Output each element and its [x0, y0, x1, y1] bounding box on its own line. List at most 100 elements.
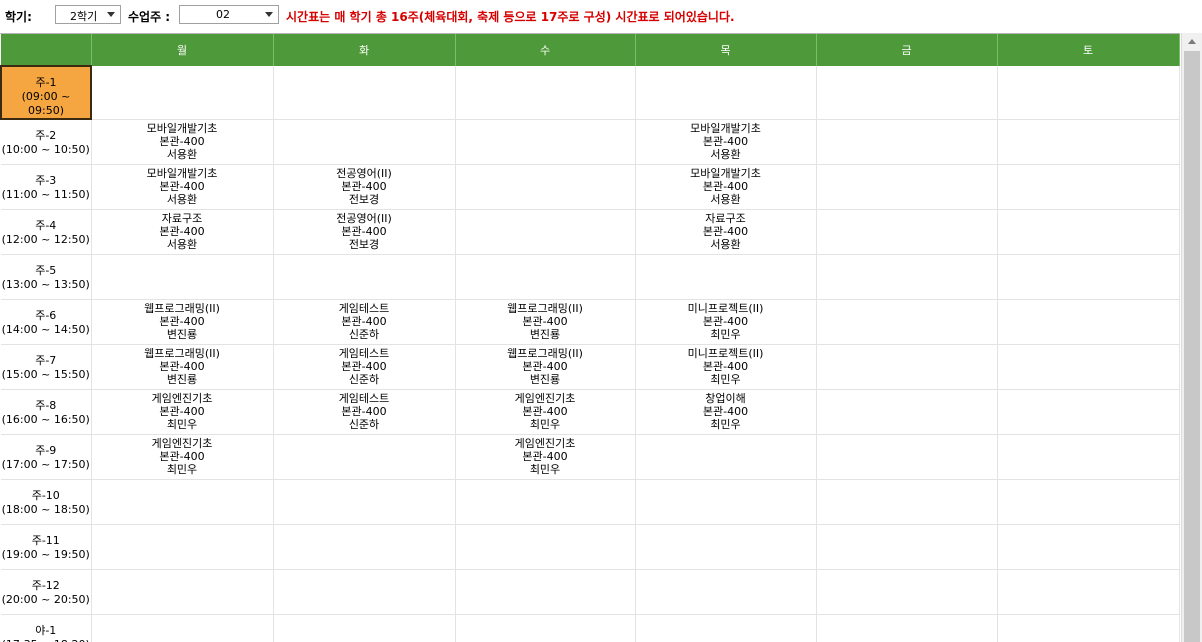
- class-cell[interactable]: [91, 254, 274, 300]
- period-cell[interactable]: 주-8 (16:00 ~ 16:50): [1, 389, 92, 435]
- class-cell[interactable]: [997, 254, 1180, 300]
- class-cell[interactable]: [816, 254, 998, 300]
- class-cell[interactable]: [635, 254, 817, 300]
- class-cell[interactable]: [455, 569, 636, 615]
- class-cell[interactable]: [273, 66, 456, 120]
- class-cell[interactable]: 게임엔진기초 본관-400 최민우: [91, 434, 274, 480]
- period-cell[interactable]: 주-9 (17:00 ~ 17:50): [1, 434, 92, 480]
- class-cell[interactable]: [455, 479, 636, 525]
- class-cell[interactable]: [273, 524, 456, 570]
- class-cell[interactable]: [273, 614, 456, 642]
- class-cell[interactable]: [273, 254, 456, 300]
- period-cell[interactable]: 주-10 (18:00 ~ 18:50): [1, 479, 92, 525]
- class-cell[interactable]: 모바일개발기초 본관-400 서용환: [635, 119, 817, 165]
- class-cell[interactable]: [635, 569, 817, 615]
- class-cell[interactable]: [997, 569, 1180, 615]
- class-cell[interactable]: 게임엔진기초 본관-400 최민우: [91, 389, 274, 435]
- semester-select[interactable]: 2학기: [55, 5, 121, 24]
- class-cell[interactable]: 웹프로그래밍(II) 본관-400 변진룡: [91, 344, 274, 390]
- period-cell[interactable]: 주-7 (15:00 ~ 15:50): [1, 344, 92, 390]
- class-cell[interactable]: 자료구조 본관-400 서용환: [91, 209, 274, 255]
- class-cell[interactable]: [273, 569, 456, 615]
- period-cell[interactable]: 주-6 (14:00 ~ 14:50): [1, 299, 92, 345]
- period-cell[interactable]: 주-3 (11:00 ~ 11:50): [1, 164, 92, 210]
- class-cell[interactable]: [816, 344, 998, 390]
- period-cell[interactable]: 주-2 (10:00 ~ 10:50): [1, 119, 92, 165]
- class-cell[interactable]: 창업이해 본관-400 최민우: [635, 389, 817, 435]
- class-cell[interactable]: [455, 209, 636, 255]
- class-cell[interactable]: 게임테스트 본관-400 신준하: [273, 344, 456, 390]
- period-cell[interactable]: 주-1 (09:00 ~ 09:50): [0, 65, 92, 120]
- class-cell[interactable]: [997, 524, 1180, 570]
- class-cell[interactable]: [997, 164, 1180, 210]
- period-cell[interactable]: 주-5 (13:00 ~ 13:50): [1, 254, 92, 300]
- class-cell[interactable]: [816, 66, 998, 120]
- chevron-down-icon: [105, 8, 118, 21]
- period-cell[interactable]: 주-12 (20:00 ~ 20:50): [1, 569, 92, 615]
- vertical-scrollbar[interactable]: [1181, 33, 1202, 642]
- class-cell[interactable]: [91, 614, 274, 642]
- class-cell[interactable]: [997, 389, 1180, 435]
- class-cell[interactable]: [455, 119, 636, 165]
- class-cell[interactable]: [455, 254, 636, 300]
- class-cell[interactable]: [273, 119, 456, 165]
- class-cell[interactable]: 미니프로젝트(II) 본관-400 최민우: [635, 344, 817, 390]
- class-cell[interactable]: 게임엔진기초 본관-400 최민우: [455, 389, 636, 435]
- class-cell[interactable]: 게임테스트 본관-400 신준하: [273, 299, 456, 345]
- class-cell[interactable]: [816, 479, 998, 525]
- class-cell[interactable]: [273, 434, 456, 480]
- class-cell[interactable]: 웹프로그래밍(II) 본관-400 변진룡: [91, 299, 274, 345]
- period-cell[interactable]: 야-1(17:35 ~ 18:20): [1, 614, 92, 642]
- class-cell[interactable]: [91, 479, 274, 525]
- class-cell[interactable]: [997, 344, 1180, 390]
- class-cell[interactable]: 전공영어(II) 본관-400 전보경: [273, 209, 456, 255]
- class-cell[interactable]: [455, 66, 636, 120]
- class-cell[interactable]: [816, 389, 998, 435]
- class-cell[interactable]: [997, 66, 1180, 120]
- class-cell[interactable]: [816, 524, 998, 570]
- class-cell[interactable]: 게임엔진기초 본관-400 최민우: [455, 434, 636, 480]
- class-cell[interactable]: [91, 66, 274, 120]
- class-cell[interactable]: [816, 614, 998, 642]
- class-cell[interactable]: [455, 524, 636, 570]
- class-cell[interactable]: [997, 119, 1180, 165]
- class-cell[interactable]: 웹프로그래밍(II) 본관-400 변진룡: [455, 299, 636, 345]
- class-cell[interactable]: [273, 479, 456, 525]
- class-cell[interactable]: [816, 164, 998, 210]
- period-time: (19:00 ~ 19:50): [1, 547, 90, 561]
- table-row: 야-1(17:35 ~ 18:20): [1, 614, 1180, 642]
- class-cell[interactable]: [997, 209, 1180, 255]
- class-cell[interactable]: 게임테스트 본관-400 신준하: [273, 389, 456, 435]
- period-cell[interactable]: 주-11 (19:00 ~ 19:50): [1, 524, 92, 570]
- class-cell[interactable]: 모바일개발기초 본관-400 서용환: [91, 164, 274, 210]
- class-cell[interactable]: 웹프로그래밍(II) 본관-400 변진룡: [455, 344, 636, 390]
- class-cell[interactable]: [635, 434, 817, 480]
- period-cell[interactable]: 주-4 (12:00 ~ 12:50): [1, 209, 92, 255]
- class-cell[interactable]: 모바일개발기초 본관-400 서용환: [91, 119, 274, 165]
- class-cell[interactable]: [91, 524, 274, 570]
- class-cell[interactable]: [455, 164, 636, 210]
- class-cell[interactable]: 모바일개발기초 본관-400 서용환: [635, 164, 817, 210]
- class-cell[interactable]: [455, 614, 636, 642]
- scroll-up-arrow-icon[interactable]: [1184, 35, 1200, 49]
- class-cell[interactable]: [997, 479, 1180, 525]
- class-cell[interactable]: [997, 299, 1180, 345]
- class-cell[interactable]: [635, 614, 817, 642]
- class-cell[interactable]: [816, 434, 998, 480]
- class-cell[interactable]: 자료구조 본관-400 서용환: [635, 209, 817, 255]
- class-cell[interactable]: [635, 524, 817, 570]
- class-cell[interactable]: [816, 299, 998, 345]
- class-cell[interactable]: 미니프로젝트(II) 본관-400 최민우: [635, 299, 817, 345]
- class-cell[interactable]: [635, 66, 817, 120]
- class-cell[interactable]: [816, 569, 998, 615]
- class-cell[interactable]: [997, 614, 1180, 642]
- week-select[interactable]: 02: [179, 5, 279, 24]
- class-cell[interactable]: 전공영어(II) 본관-400 전보경: [273, 164, 456, 210]
- class-cell[interactable]: [635, 479, 817, 525]
- class-cell[interactable]: [816, 209, 998, 255]
- class-cell[interactable]: [997, 434, 1180, 480]
- class-cell[interactable]: [91, 569, 274, 615]
- class-cell[interactable]: [816, 119, 998, 165]
- semester-label: 학기:: [5, 10, 32, 24]
- scroll-thumb[interactable]: [1184, 51, 1200, 642]
